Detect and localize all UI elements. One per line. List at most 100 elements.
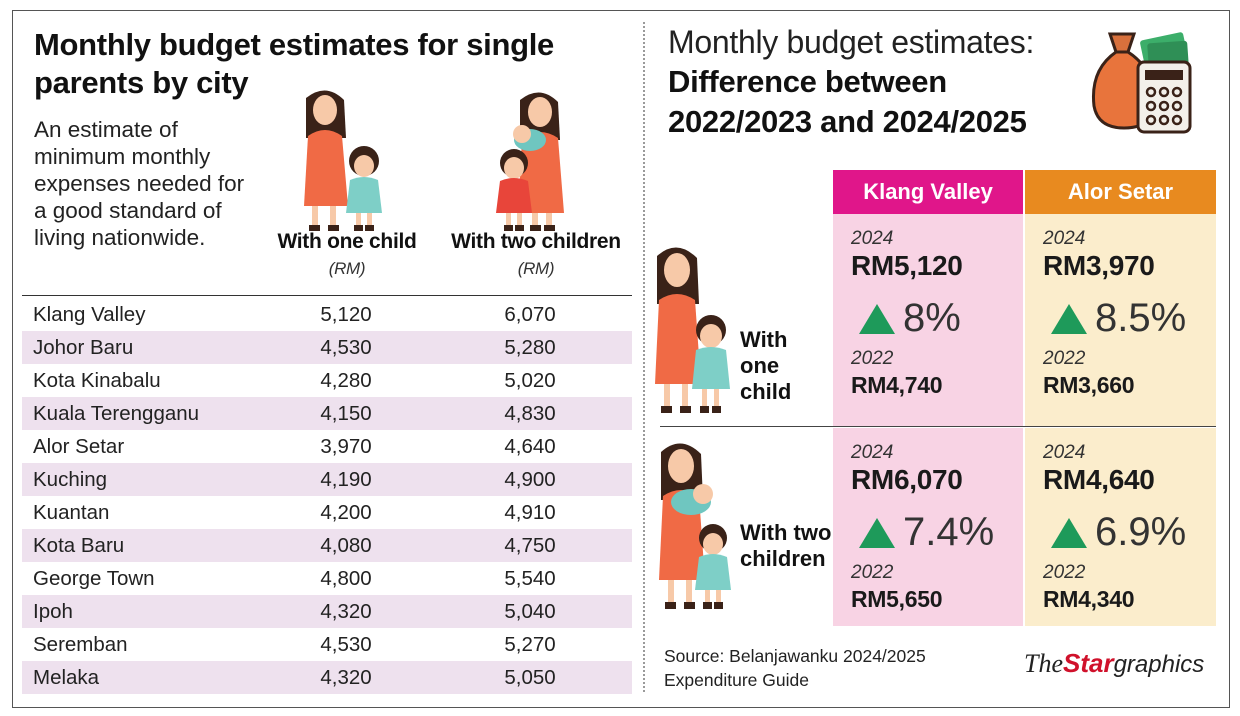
table-cell-two-children: 5,050	[504, 665, 556, 689]
amount-2024: RM3,970	[1043, 250, 1155, 281]
table-header-rule	[22, 295, 632, 296]
table-cell-city: Kuala Terengganu	[33, 401, 200, 425]
table-cell-two-children: 4,640	[504, 434, 556, 458]
table-cell-one-child: 4,320	[320, 665, 372, 689]
table-cell-city: Kuantan	[33, 500, 110, 524]
group-label-two-children: With two children	[740, 520, 832, 571]
table-cell-one-child: 4,530	[320, 632, 372, 656]
logo-star: Star	[1063, 648, 1114, 678]
year-2024: 2024	[1043, 228, 1086, 249]
table-cell-two-children: 4,900	[504, 467, 556, 491]
up-arrow-icon	[859, 303, 895, 334]
table-cell-one-child: 4,530	[320, 335, 372, 359]
table-cell-two-children: 4,750	[504, 533, 556, 557]
table-row: Klang Valley 5,120 6,070	[22, 298, 632, 331]
table-row: George Town 4,800 5,540	[22, 562, 632, 595]
column-header-two-children-label: With two children	[451, 230, 621, 253]
table-cell-city: Klang Valley	[33, 302, 146, 326]
logo-graphics: graphics	[1113, 651, 1205, 678]
group-label-one-child: With one child	[740, 327, 792, 404]
table-row: Alor Setar 3,970 4,640	[22, 430, 632, 463]
percent-value: 6.9%	[1095, 510, 1187, 554]
percent-value: 8.5%	[1095, 296, 1187, 340]
amount-2024: RM5,120	[851, 250, 963, 281]
table-cell-city: Kuching	[33, 467, 108, 491]
year-2024: 2024	[851, 228, 894, 249]
up-arrow-icon	[859, 517, 895, 548]
year-2022: 2022	[851, 562, 894, 583]
left-title: Monthly budget estimates for single pare…	[34, 27, 554, 100]
up-arrow-icon	[1051, 303, 1087, 334]
table-row: Ipoh 4,320 5,040	[22, 595, 632, 628]
percent-change: 6.9%	[1051, 510, 1186, 555]
panel-divider	[643, 22, 645, 692]
table-cell-one-child: 4,280	[320, 368, 372, 392]
city-budget-table: Klang Valley 5,120 6,070 Johor Baru 4,530 5,…	[22, 298, 632, 694]
table-cell-one-child: 4,190	[320, 467, 372, 491]
mother-two-children-illustration	[496, 92, 564, 231]
table-cell-city: Kota Kinabalu	[33, 368, 161, 392]
source-note: Source: Belanjawanku 2024/2025 Expenditu…	[664, 646, 926, 690]
amount-2024: RM4,640	[1043, 464, 1155, 495]
table-cell-two-children: 5,270	[504, 632, 556, 656]
table-cell-city: Johor Baru	[33, 335, 134, 359]
mother-two-children-row-illustration	[659, 443, 731, 609]
percent-value: 8%	[903, 296, 961, 340]
table-row: Kota Baru 4,080 4,750	[22, 529, 632, 562]
percent-change: 7.4%	[859, 510, 994, 555]
table-cell-city: Seremban	[33, 632, 128, 656]
table-cell-one-child: 5,120	[320, 302, 372, 326]
table-cell-one-child: 4,320	[320, 599, 372, 623]
table-cell-two-children: 5,540	[504, 566, 556, 590]
amount-2022: RM4,740	[851, 372, 943, 398]
column-header-one-child: With one child (RM)	[262, 230, 432, 279]
year-2022: 2022	[1043, 562, 1086, 583]
right-title-line1: Monthly budget estimates:	[668, 24, 1035, 60]
table-cell-one-child: 4,800	[320, 566, 372, 590]
table-row: Seremban 4,530 5,270	[22, 628, 632, 661]
logo-the: The	[1024, 649, 1063, 678]
column-header-two-children-unit: (RM)	[517, 259, 555, 278]
year-2024: 2024	[1043, 442, 1086, 463]
table-cell-city: Ipoh	[33, 599, 73, 623]
table-cell-city: George Town	[33, 566, 155, 590]
column-header-one-child-unit: (RM)	[328, 259, 366, 278]
right-title-line2: Difference between 2022/2023 and 2024/20…	[668, 64, 1027, 139]
amount-2024: RM6,070	[851, 464, 963, 495]
column-header-one-child-label: With one child	[277, 230, 417, 253]
table-cell-one-child: 4,080	[320, 533, 372, 557]
table-cell-two-children: 5,280	[504, 335, 556, 359]
header-klang-valley: Klang Valley	[833, 170, 1023, 214]
left-subtitle: An estimate of minimum monthly expenses …	[34, 117, 245, 250]
table-cell-one-child: 4,150	[320, 401, 372, 425]
table-cell-two-children: 5,020	[504, 368, 556, 392]
table-cell-city: Melaka	[33, 665, 100, 689]
mother-one-child-illustration	[304, 90, 382, 231]
amount-2022: RM5,650	[851, 586, 943, 612]
cell-klang-two-children: 2024 RM6,070 7.4% 2022 RM5,650	[833, 428, 1023, 626]
table-row: Kuala Terengganu 4,150 4,830	[22, 397, 632, 430]
table-row: Johor Baru 4,530 5,280	[22, 331, 632, 364]
table-row: Kuching 4,190 4,900	[22, 463, 632, 496]
cell-alor-two-children: 2024 RM4,640 6.9% 2022 RM4,340	[1025, 428, 1216, 626]
up-arrow-icon	[1051, 517, 1087, 548]
percent-change: 8%	[859, 296, 961, 341]
table-cell-city: Alor Setar	[33, 434, 125, 458]
cell-alor-one-child: 2024 RM3,970 8.5% 2022 RM3,660	[1025, 214, 1216, 426]
thestar-graphics-logo: TheStargraphics	[1024, 648, 1204, 679]
year-2024: 2024	[851, 442, 894, 463]
column-header-two-children: With two children (RM)	[438, 230, 634, 279]
percent-change: 8.5%	[1051, 296, 1186, 341]
mother-one-child-row-illustration	[655, 247, 730, 413]
table-cell-two-children: 4,910	[504, 500, 556, 524]
amount-2022: RM3,660	[1043, 372, 1135, 398]
table-row: Kota Kinabalu 4,280 5,020	[22, 364, 632, 397]
table-cell-one-child: 3,970	[320, 434, 372, 458]
amount-2022: RM4,340	[1043, 586, 1135, 612]
table-cell-two-children: 6,070	[504, 302, 556, 326]
table-row: Melaka 4,320 5,050	[22, 661, 632, 694]
header-alor-setar: Alor Setar	[1025, 170, 1216, 214]
table-cell-two-children: 4,830	[504, 401, 556, 425]
year-2022: 2022	[1043, 348, 1086, 369]
money-calculator-icon	[1091, 32, 1192, 134]
